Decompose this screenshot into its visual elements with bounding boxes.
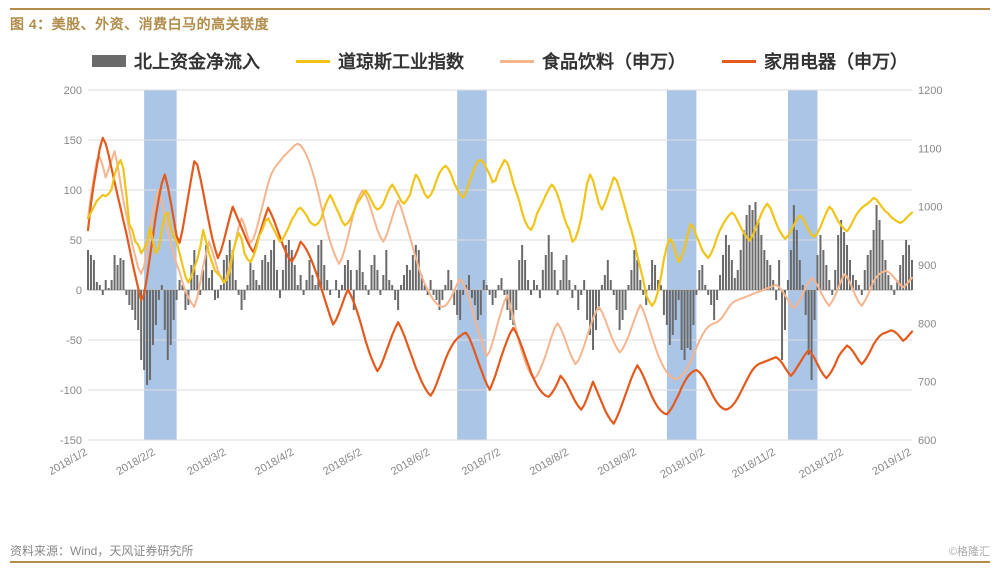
figure-title: 图 4：美股、外资、消费白马的高关联度 — [10, 8, 990, 34]
svg-text:100: 100 — [64, 185, 82, 197]
legend-item-bars: 北上资金净流入 — [92, 48, 260, 74]
x-axis-label: 2019/1/2 — [870, 446, 913, 478]
legend: 北上资金净流入 道琼斯工业指数 食品饮料（申万） 家用电器（申万） — [0, 48, 1000, 74]
x-axis-label: 2018/6/2 — [389, 446, 432, 478]
svg-text:200: 200 — [64, 85, 82, 97]
legend-label: 道琼斯工业指数 — [338, 48, 464, 74]
swatch-bar-icon — [92, 55, 126, 67]
svg-text:1100: 1100 — [918, 143, 942, 155]
x-axis-label: 2018/1/2 — [50, 446, 90, 478]
x-axis-label: 2018/2/2 — [114, 446, 157, 478]
svg-text:50: 50 — [70, 235, 82, 247]
swatch-line-icon — [500, 60, 534, 63]
svg-text:800: 800 — [918, 318, 936, 330]
swatch-line-icon — [722, 60, 756, 63]
x-axis-label: 2018/4/2 — [253, 446, 296, 478]
svg-text:1000: 1000 — [918, 202, 942, 214]
svg-text:600: 600 — [918, 435, 936, 447]
svg-text:900: 900 — [918, 260, 936, 272]
svg-text:1200: 1200 — [918, 85, 942, 97]
x-axis-label: 2018/11/2 — [730, 446, 778, 480]
x-axis-label: 2018/7/2 — [460, 446, 503, 478]
x-axis-label: 2018/10/2 — [658, 446, 706, 481]
legend-item-food: 食品饮料（申万） — [500, 48, 686, 74]
legend-label: 北上资金净流入 — [134, 48, 260, 74]
figure-title-text: 图 4：美股、外资、消费白马的高关联度 — [10, 16, 269, 32]
x-axis-label: 2018/8/2 — [528, 446, 571, 478]
legend-label: 食品饮料（申万） — [542, 48, 686, 74]
watermark-text: ©格隆汇 — [949, 543, 990, 559]
legend-item-dow: 道琼斯工业指数 — [296, 48, 464, 74]
swatch-line-icon — [296, 60, 330, 63]
chart: -150 -100 -50 0 50 100 150 200 600 700 800 900 1000 1… — [50, 80, 950, 494]
x-axis-label: 2018/5/2 — [321, 446, 364, 478]
figure-footer: 资料来源：Wind，天风证券研究所 ©格隆汇 — [10, 542, 990, 563]
svg-text:-50: -50 — [66, 335, 82, 347]
svg-text:150: 150 — [64, 135, 82, 147]
svg-text:700: 700 — [918, 377, 936, 389]
x-axis-label: 2018/9/2 — [596, 446, 639, 478]
source-text: 资料来源：Wind，天风证券研究所 — [10, 542, 193, 559]
svg-text:-150: -150 — [60, 435, 82, 447]
chart-svg: -150 -100 -50 0 50 100 150 200 600 700 800 900 1000 1… — [50, 80, 950, 494]
legend-label: 家用电器（申万） — [764, 48, 908, 74]
svg-text:-100: -100 — [60, 385, 82, 397]
figure-4: 图 4：美股、外资、消费白马的高关联度 北上资金净流入 道琼斯工业指数 食品饮料… — [0, 0, 1000, 569]
svg-text:0: 0 — [76, 285, 82, 297]
legend-item-appl: 家用电器（申万） — [722, 48, 908, 74]
x-axis-label: 2018/3/2 — [185, 446, 228, 478]
x-axis-label: 2018/12/2 — [797, 446, 845, 481]
